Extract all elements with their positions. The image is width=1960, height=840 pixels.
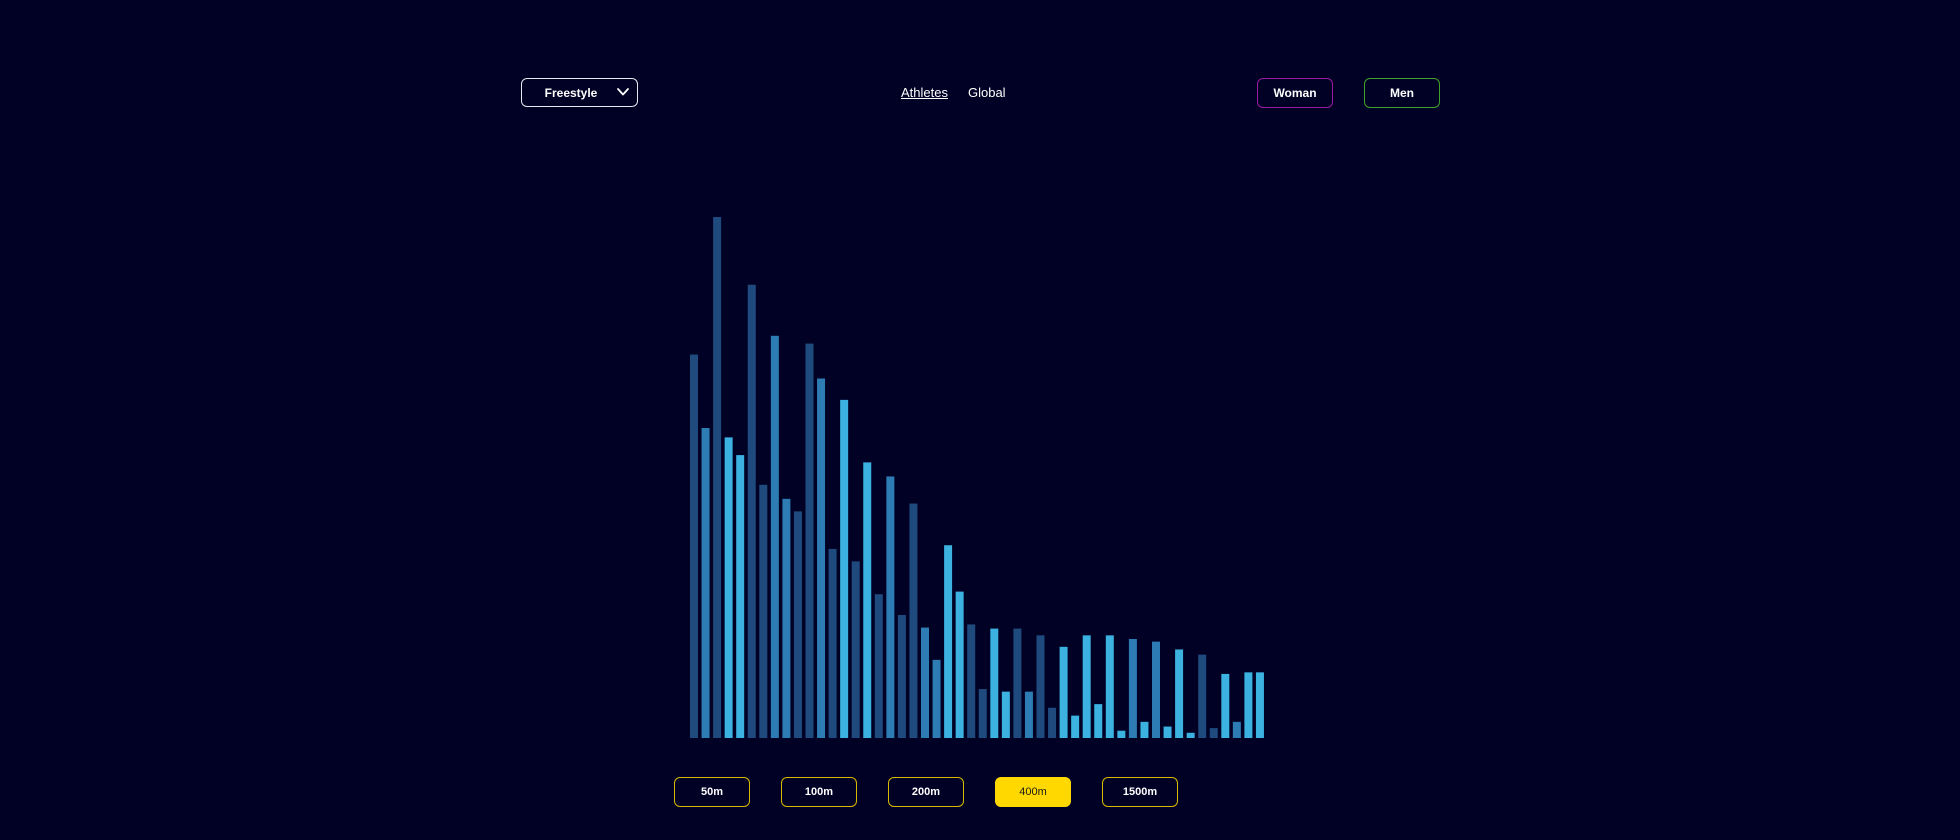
- chart-bar: [701, 428, 710, 738]
- men-button[interactable]: Men: [1364, 78, 1440, 108]
- chart-bar: [1082, 635, 1091, 738]
- chart-bar: [793, 511, 802, 738]
- chart-bar: [886, 476, 895, 738]
- chart-bar: [782, 498, 791, 738]
- chart-bar: [921, 627, 929, 738]
- chart-bar: [1198, 654, 1207, 738]
- distance-100m-button[interactable]: 100m: [781, 777, 857, 807]
- chart-bar: [874, 594, 883, 738]
- chart-bar: [944, 545, 953, 738]
- chart-bar: [990, 628, 999, 738]
- chart-bar: [759, 484, 768, 738]
- chart-bar: [1232, 721, 1241, 738]
- chart-bar: [1071, 715, 1080, 738]
- chart-bar: [805, 343, 814, 738]
- woman-button[interactable]: Woman: [1257, 78, 1333, 108]
- chart-bar: [713, 217, 722, 738]
- tab-athletes[interactable]: Athletes: [901, 85, 948, 100]
- chart-bar: [851, 561, 860, 738]
- chart-bar: [1013, 628, 1022, 738]
- distance-1500m-button[interactable]: 1500m: [1102, 777, 1178, 807]
- chart-bar: [1094, 704, 1103, 738]
- chart-bar: [1036, 635, 1045, 738]
- chart-bar: [863, 462, 872, 738]
- stroke-style-dropdown[interactable]: Freestyle: [521, 78, 638, 107]
- chart-bar: [1175, 649, 1184, 738]
- tab-global[interactable]: Global: [967, 85, 1006, 100]
- chart-bar: [1128, 639, 1137, 738]
- chart-bar: [736, 455, 745, 738]
- stroke-style-value: Freestyle: [544, 85, 598, 100]
- chart-bar: [828, 548, 837, 738]
- chart-bar: [1244, 672, 1253, 738]
- chart-bar: [1221, 673, 1230, 738]
- distance-400m-button[interactable]: 400m: [995, 777, 1071, 807]
- chart-bar: [690, 354, 698, 738]
- chart-bar: [897, 615, 906, 738]
- distance-200m-button[interactable]: 200m: [888, 777, 964, 807]
- chart-bar: [932, 659, 941, 738]
- chart-bar: [1152, 641, 1160, 739]
- chevron-down-icon: [617, 88, 629, 96]
- chart-bar: [1209, 728, 1218, 738]
- chart-bar: [817, 378, 826, 738]
- chart-bar: [724, 437, 733, 738]
- chart-bar: [978, 689, 987, 738]
- chart-bar: [1059, 646, 1068, 738]
- chart-bar: [1255, 672, 1264, 738]
- distance-50m-button[interactable]: 50m: [674, 777, 750, 807]
- chart-bar: [747, 284, 756, 738]
- chart-bar: [909, 503, 918, 738]
- chart-bar: [967, 624, 976, 738]
- chart-bar: [955, 591, 964, 738]
- chart-bar: [1163, 726, 1172, 738]
- chart-bar: [1048, 707, 1057, 738]
- chart-bar: [1024, 691, 1033, 738]
- chart-bar: [840, 399, 849, 738]
- chart-bar: [1140, 721, 1149, 738]
- chart-bar: [1117, 730, 1126, 738]
- distance-selector: 50m 100m 200m 400m 1500m: [674, 777, 1178, 807]
- chart-bar: [770, 335, 779, 738]
- chart-bar: [1001, 691, 1010, 738]
- view-tabs: Athletes Global: [901, 85, 1006, 100]
- chart-bar: [1186, 732, 1195, 738]
- chart-bar: [1105, 635, 1114, 738]
